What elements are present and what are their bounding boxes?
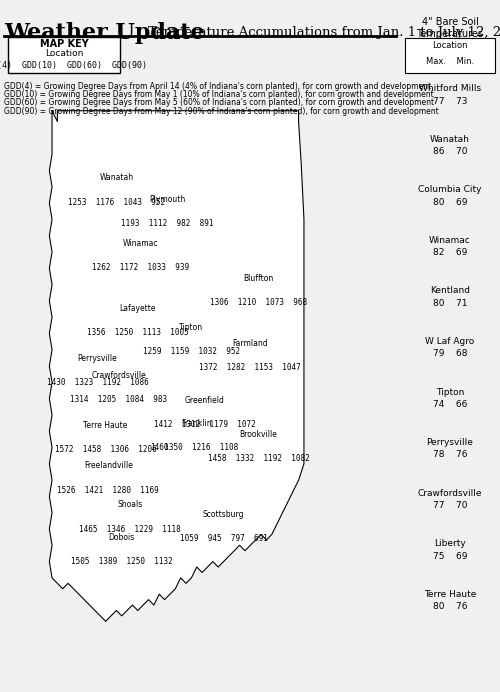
Text: 1356  1250  1113  1005: 1356 1250 1113 1005 [87,328,188,337]
Text: 1059  945  797  691: 1059 945 797 691 [180,534,268,543]
Text: 1526  1421  1280  1169: 1526 1421 1280 1169 [58,486,159,495]
Text: Tipton: Tipton [436,388,464,397]
FancyBboxPatch shape [8,37,120,73]
Text: 1314  1205  1084  983: 1314 1205 1084 983 [70,395,168,404]
Text: Crawfordsville: Crawfordsville [418,489,482,498]
Text: Location: Location [45,49,83,58]
Text: Liberty: Liberty [434,539,466,548]
Text: Whitford Mills: Whitford Mills [419,84,481,93]
FancyBboxPatch shape [405,38,495,73]
Text: 79    68: 79 68 [433,349,467,358]
Text: GDD(90) = Growing Degree Days from May 12 (90% of Indiana's corn planted), for c: GDD(90) = Growing Degree Days from May 1… [4,107,439,116]
Text: Columbia City: Columbia City [418,185,482,194]
Text: Temperature Accumulations from Jan. 1 to July 12, 2000: Temperature Accumulations from Jan. 1 to… [148,26,500,39]
Text: 1458  1332  1192  1082: 1458 1332 1192 1082 [208,454,310,463]
Text: 1253  1176  1043  952: 1253 1176 1043 952 [68,198,165,207]
Text: 75    69: 75 69 [433,552,467,561]
Text: Wanatah: Wanatah [430,135,470,144]
Text: 1350  1216  1108: 1350 1216 1108 [155,443,238,452]
Text: 78    76: 78 76 [433,450,467,459]
Polygon shape [50,111,304,621]
Text: 1572  1458  1306  1206: 1572 1458 1306 1206 [55,445,156,454]
Text: Scottsburg: Scottsburg [203,510,244,519]
Text: Winamac: Winamac [122,239,158,248]
Text: Farmland: Farmland [232,339,268,348]
Text: Lafayette: Lafayette [120,304,156,313]
Text: 86    70: 86 70 [433,147,467,156]
Text: 77    73: 77 73 [433,97,467,106]
Text: Bluffton: Bluffton [244,274,274,283]
Text: Perrysville: Perrysville [78,354,118,363]
Text: Location: Location [432,41,468,50]
Text: Terre Haute: Terre Haute [84,421,128,430]
Text: W Laf Agro: W Laf Agro [426,337,474,346]
Text: 1412  1312  1179  1072: 1412 1312 1179 1072 [154,420,256,429]
Text: GDD(60) = Growing Degree Days from May 5 (60% of Indiana's corn planted), for co: GDD(60) = Growing Degree Days from May 5… [4,98,434,107]
Text: Greenfield: Greenfield [185,396,224,405]
Text: 1372  1282  1153  1047: 1372 1282 1153 1047 [200,363,301,372]
Text: 80    69: 80 69 [433,198,467,207]
Text: 4" Bare Soil
Temperatures
7/12/00: 4" Bare Soil Temperatures 7/12/00 [416,17,484,51]
Text: Crawfordsville: Crawfordsville [92,371,146,380]
Text: Kentland: Kentland [430,286,470,295]
Text: 82    69: 82 69 [433,248,467,257]
Text: 1430  1323  1192  1086: 1430 1323 1192 1086 [46,378,148,387]
Text: 1460: 1460 [150,443,169,452]
Text: GDD(4)  GDD(10)  GDD(60)  GDD(90): GDD(4) GDD(10) GDD(60) GDD(90) [0,61,146,70]
Text: Max.    Min.: Max. Min. [426,57,474,66]
Text: 1465  1346  1229  1118: 1465 1346 1229 1118 [79,525,180,534]
Text: Wanatah: Wanatah [100,174,134,183]
Text: 1193  1112  982  891: 1193 1112 982 891 [121,219,214,228]
Text: 80    76: 80 76 [433,602,467,611]
Text: Weather Update: Weather Update [4,22,204,44]
Text: MAP KEY: MAP KEY [40,39,88,49]
Text: Winamac: Winamac [429,236,471,245]
Text: Terre Haute: Terre Haute [424,590,476,599]
Text: GDD(10) = Growing Degree Days from May 1 (10% of Indiana's corn planted), for co: GDD(10) = Growing Degree Days from May 1… [4,90,434,99]
Text: Shoals: Shoals [117,500,142,509]
Text: 1262  1172  1033  939: 1262 1172 1033 939 [92,263,189,272]
Text: 1306  1210  1073  968: 1306 1210 1073 968 [210,298,307,307]
Text: GDD(4) = Growing Degree Days from April 14 (4% of Indiana's corn planted), for c: GDD(4) = Growing Degree Days from April … [4,82,431,91]
Text: Freelandville: Freelandville [84,462,133,471]
Text: Tipton: Tipton [180,322,204,331]
Text: 1259  1159  1032  952: 1259 1159 1032 952 [143,347,240,356]
Text: Franklin: Franklin [182,419,212,428]
Text: Perrysville: Perrysville [426,438,474,447]
Text: 80    71: 80 71 [433,299,467,308]
Text: 77    70: 77 70 [433,501,467,510]
Text: 74    66: 74 66 [433,400,467,409]
Text: Dobois: Dobois [108,533,135,542]
Text: Plymouth: Plymouth [149,195,186,204]
Text: Brookville: Brookville [240,430,278,439]
Text: 1505  1389  1250  1132: 1505 1389 1250 1132 [71,557,172,566]
